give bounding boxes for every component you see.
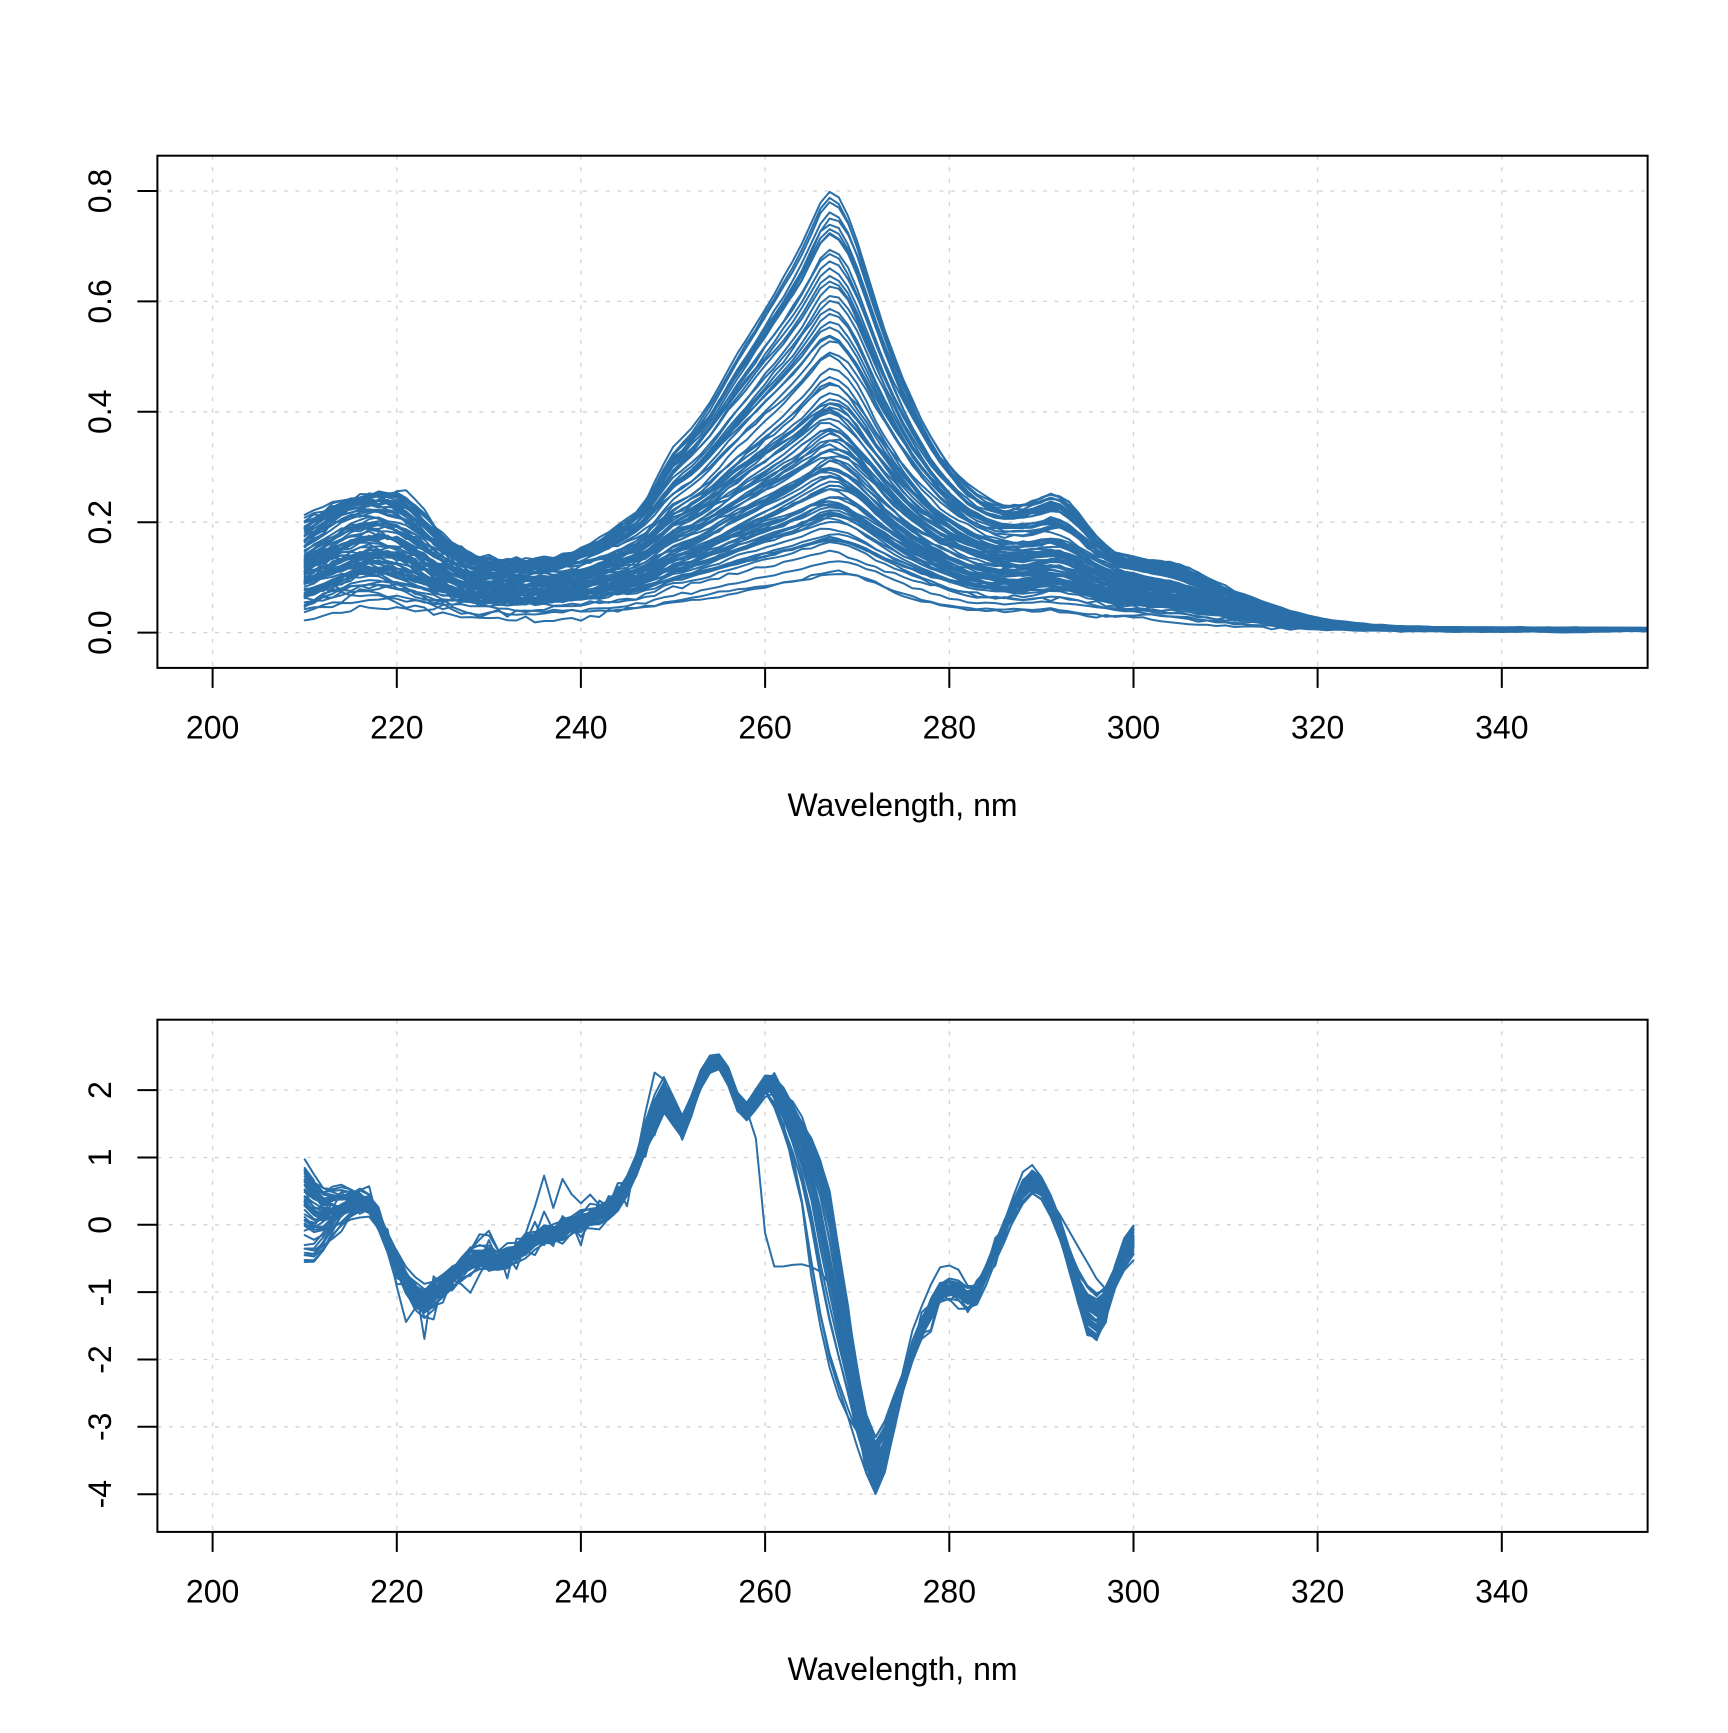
svg-text:0: 0	[82, 1216, 118, 1234]
svg-text:240: 240	[554, 1573, 607, 1609]
svg-text:300: 300	[1107, 709, 1160, 745]
svg-text:200: 200	[186, 1573, 239, 1609]
svg-text:320: 320	[1291, 1573, 1344, 1609]
svg-text:Wavelength, nm: Wavelength, nm	[787, 1651, 1017, 1687]
svg-text:Wavelength, nm: Wavelength, nm	[787, 787, 1017, 823]
svg-text:0.2: 0.2	[82, 500, 118, 544]
svg-text:300: 300	[1107, 1573, 1160, 1609]
svg-text:2: 2	[82, 1081, 118, 1099]
svg-text:-3: -3	[82, 1413, 118, 1441]
svg-text:0.6: 0.6	[82, 279, 118, 323]
svg-text:340: 340	[1475, 1573, 1528, 1609]
svg-text:280: 280	[923, 1573, 976, 1609]
svg-text:-2: -2	[82, 1345, 118, 1373]
svg-text:-1: -1	[82, 1278, 118, 1306]
svg-text:200: 200	[186, 709, 239, 745]
svg-text:0.0: 0.0	[82, 610, 118, 654]
svg-text:260: 260	[738, 709, 791, 745]
svg-text:240: 240	[554, 709, 607, 745]
svg-text:0.4: 0.4	[82, 390, 118, 434]
svg-text:320: 320	[1291, 709, 1344, 745]
svg-text:-4: -4	[82, 1480, 118, 1508]
svg-text:220: 220	[370, 709, 423, 745]
svg-text:0.8: 0.8	[82, 169, 118, 213]
svg-text:280: 280	[923, 709, 976, 745]
svg-text:260: 260	[738, 1573, 791, 1609]
svg-text:220: 220	[370, 1573, 423, 1609]
svg-text:1: 1	[82, 1149, 118, 1167]
svg-text:340: 340	[1475, 709, 1528, 745]
